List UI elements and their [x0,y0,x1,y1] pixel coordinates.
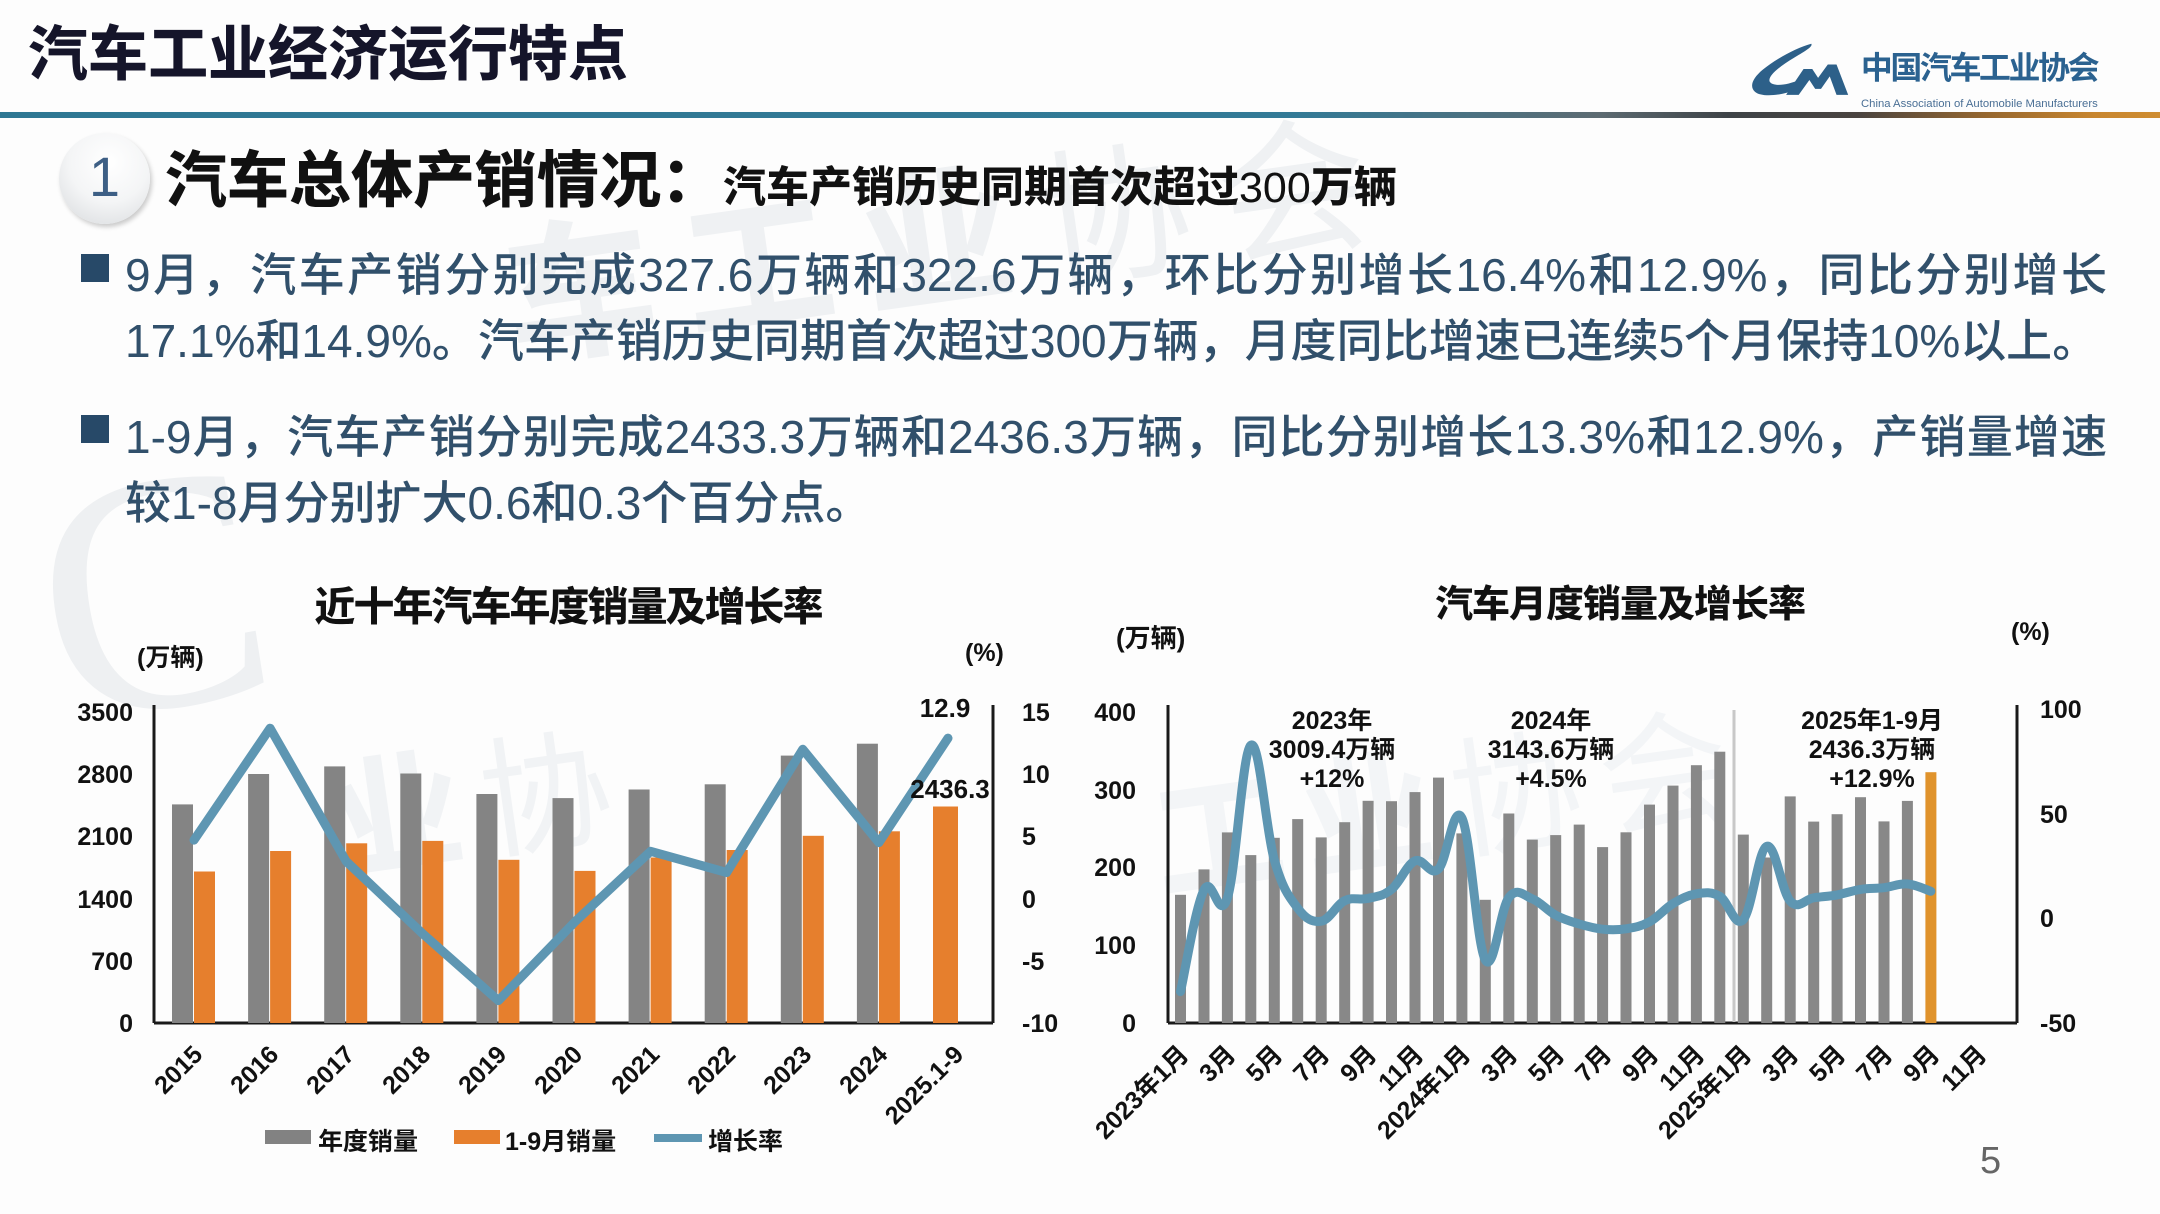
svg-text:2015: 2015 [149,1040,208,1099]
svg-text:9月: 9月 [1331,1036,1384,1089]
svg-text:2023年: 2023年 [1292,701,1373,737]
svg-text:2024年: 2024年 [1511,701,1592,737]
svg-text:3月: 3月 [1753,1036,1806,1089]
svg-text:2019: 2019 [453,1040,512,1099]
svg-text:-5: -5 [1022,948,1044,976]
svg-text:3月: 3月 [1190,1036,1243,1089]
svg-text:2800: 2800 [77,761,133,789]
svg-text:2023年1月: 2023年1月 [1086,1036,1196,1146]
svg-text:7月: 7月 [1566,1036,1619,1089]
svg-text:2100: 2100 [77,823,133,851]
svg-text:15: 15 [1022,699,1050,727]
svg-text:(%): (%) [965,639,1004,667]
svg-text:2025.1-9: 2025.1-9 [880,1040,970,1130]
svg-text:5: 5 [1022,823,1036,851]
svg-text:-50: -50 [2040,1010,2076,1038]
svg-text:200: 200 [1094,854,1136,882]
svg-text:2024年1月: 2024年1月 [1368,1036,1478,1146]
svg-text:0: 0 [1022,886,1036,914]
svg-text:中国汽车工业协会: 中国汽车工业协会 [1861,43,2100,89]
svg-text:年度销量: 年度销量 [318,1122,418,1158]
svg-text:2024: 2024 [834,1040,893,1099]
svg-text:0: 0 [1122,1010,1136,1038]
svg-text:增长率: 增长率 [708,1122,783,1158]
svg-text:3143.6万辆: 3143.6万辆 [1488,730,1614,766]
svg-text:5月: 5月 [1800,1036,1853,1089]
svg-text:700: 700 [91,948,133,976]
svg-text:3月: 3月 [1472,1036,1525,1089]
svg-text:2023: 2023 [758,1040,817,1099]
svg-text:2436.3万辆: 2436.3万辆 [1809,730,1935,766]
svg-text:2022: 2022 [682,1040,741,1099]
svg-text:1400: 1400 [77,886,133,914]
svg-text:300: 300 [1094,777,1136,805]
svg-text:7月: 7月 [1284,1036,1337,1089]
svg-text:11月: 11月 [1932,1036,1994,1098]
svg-text:12.9: 12.9 [920,693,971,723]
svg-text:50: 50 [2040,801,2068,829]
svg-text:5月: 5月 [1237,1036,1290,1089]
svg-text:+12.9%: +12.9% [1829,759,1915,795]
svg-text:2021: 2021 [606,1040,665,1099]
svg-text:3500: 3500 [77,699,133,727]
svg-text:China Association of Automobil: China Association of Automobile Manufact… [1861,98,2098,110]
svg-text:0: 0 [119,1010,133,1038]
svg-text:(万辆): (万辆) [1116,618,1185,655]
svg-text:5月: 5月 [1519,1036,1572,1089]
svg-text:9月: 9月 [1894,1036,1947,1089]
svg-text:2020: 2020 [529,1040,588,1099]
svg-text:2025年1-9月: 2025年1-9月 [1801,701,1943,737]
svg-text:+4.5%: +4.5% [1515,759,1587,795]
svg-text:10: 10 [1022,761,1050,789]
svg-text:100: 100 [2040,696,2082,724]
svg-text:+12%: +12% [1300,759,1365,795]
svg-text:2025年1月: 2025年1月 [1649,1036,1759,1146]
svg-text:2436.3: 2436.3 [910,774,990,804]
svg-text:(%): (%) [2011,618,2050,646]
svg-text:2018: 2018 [377,1040,436,1099]
svg-text:400: 400 [1094,699,1136,727]
svg-text:(万辆): (万辆) [137,638,204,674]
svg-text:1-9月销量: 1-9月销量 [505,1122,616,1158]
svg-text:2017: 2017 [301,1040,360,1099]
svg-text:3009.4万辆: 3009.4万辆 [1269,730,1395,766]
svg-text:2016: 2016 [225,1040,284,1099]
svg-text:-10: -10 [1022,1010,1058,1038]
svg-text:7月: 7月 [1847,1036,1900,1089]
svg-text:100: 100 [1094,932,1136,960]
svg-text:0: 0 [2040,905,2054,933]
